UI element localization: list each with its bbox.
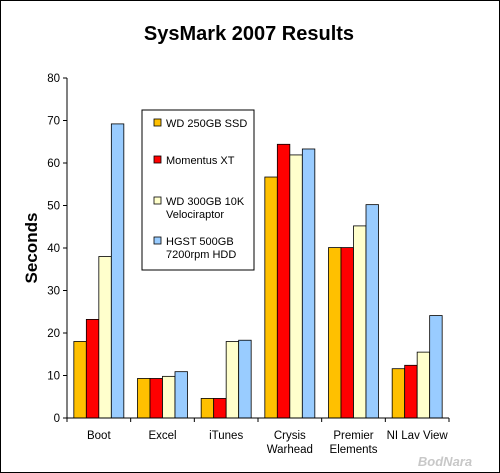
y-axis-label: Seconds [22,213,41,284]
watermark: BodNara [418,454,472,469]
y-ticks: 0 10 20 30 40 50 60 70 80 [47,73,67,425]
legend-swatch [153,236,162,245]
bar [365,204,379,419]
legend-swatch [153,196,162,205]
bar [225,341,240,419]
bar [429,315,443,419]
legend-label: Momentus XT [166,155,235,167]
bar [264,176,278,419]
bar [162,375,176,419]
bar [276,143,291,419]
legend-label: WD 300GB 10K [166,196,245,208]
category-label: Premier [333,430,373,442]
legend-label: WD 250GB SSD [166,118,247,130]
legend-label: HGST 500GB [166,236,234,248]
y-tick-label: 0 [54,413,60,425]
bar [340,247,354,419]
category-label: NI Lav View [387,430,449,442]
y-tick-label: 10 [47,371,60,383]
bar [110,123,125,419]
bar [200,398,215,419]
bar [391,368,406,419]
bar [416,351,431,419]
category-label: iTunes [209,430,243,442]
y-tick-label: 80 [47,73,60,85]
category-label: Warhead [267,444,313,456]
category-label: Crysis [274,430,306,442]
bar [85,318,100,419]
category-labels: Boot Excel iTunes Crysis Warhead Premier Eleme… [87,430,448,456]
bar [174,371,188,419]
legend-swatch [153,118,162,127]
bar [149,378,163,419]
legend-label: Velociraptor [166,209,224,221]
y-tick-label: 50 [47,201,60,213]
axes-layer [66,78,450,422]
legend-label: 7200rpm HDD [166,249,236,261]
chart-title: SysMark 2007 Results [144,23,354,45]
y-tick-label: 60 [47,158,60,170]
y-tick-label: 70 [47,116,60,128]
y-tick-label: 40 [47,243,60,255]
bar [98,256,112,419]
category-label: Excel [148,430,176,442]
bars-layer [73,123,443,419]
bar [238,339,252,419]
category-label: Elements [330,444,378,456]
bar [137,378,151,419]
legend: WD 250GB SSD Momentus XT WD 300GB 10KVeloc… [141,109,255,271]
bar [301,148,316,419]
y-tick-label: 30 [47,286,60,298]
bar [73,341,87,419]
bar [289,154,303,419]
bar [404,364,418,419]
bar [213,398,227,419]
bar [328,247,342,419]
bar [353,225,367,419]
legend-swatch [153,155,162,164]
y-tick-label: 20 [47,328,60,340]
category-label: Boot [87,430,111,442]
